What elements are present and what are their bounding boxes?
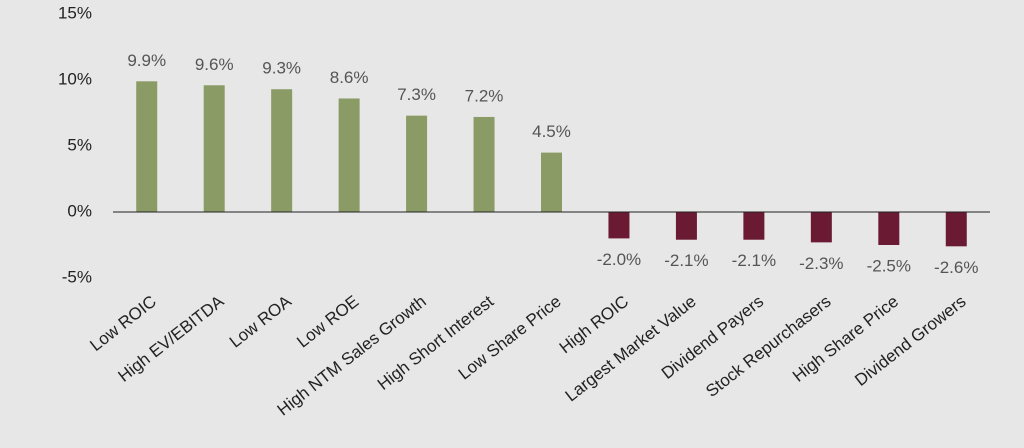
value-label: 8.6%: [330, 68, 369, 87]
y-tick-label: -5%: [62, 267, 92, 286]
bar: [271, 89, 293, 212]
value-label: 4.5%: [532, 122, 571, 141]
bar: [878, 212, 900, 245]
x-tick-label: Largest Market Value: [562, 292, 700, 406]
bar: [608, 212, 630, 239]
x-tick-label: Low ROA: [226, 291, 296, 351]
bar: [203, 85, 225, 212]
value-label: -2.5%: [867, 256, 911, 275]
y-tick-label: 0%: [67, 201, 92, 220]
x-tick-label: Dividend Growers: [851, 292, 969, 390]
bar: [675, 212, 697, 240]
bar: [136, 81, 158, 212]
x-tick-label: High Short Interest: [374, 292, 498, 394]
bar: [541, 152, 562, 212]
value-label: 9.6%: [195, 55, 234, 74]
y-tick-label: 5%: [67, 135, 92, 154]
value-label: 9.3%: [262, 59, 301, 78]
y-tick-label: 15%: [58, 3, 92, 22]
value-label: 7.2%: [465, 86, 504, 105]
value-label: -2.6%: [934, 258, 978, 277]
bar: [406, 115, 428, 212]
value-label: -2.1%: [732, 251, 776, 270]
x-tick-label: Stock Repurchasers: [702, 292, 834, 401]
bar: [810, 212, 832, 243]
bar: [743, 212, 765, 240]
bar: [945, 212, 967, 247]
bar: [338, 98, 360, 212]
value-label: 7.3%: [397, 85, 436, 104]
value-label: -2.1%: [664, 251, 708, 270]
value-label: -2.3%: [799, 254, 843, 273]
value-label: -2.0%: [597, 250, 641, 269]
y-tick-label: 10%: [58, 69, 92, 88]
value-label: 9.9%: [127, 51, 166, 70]
bar: [473, 116, 495, 212]
